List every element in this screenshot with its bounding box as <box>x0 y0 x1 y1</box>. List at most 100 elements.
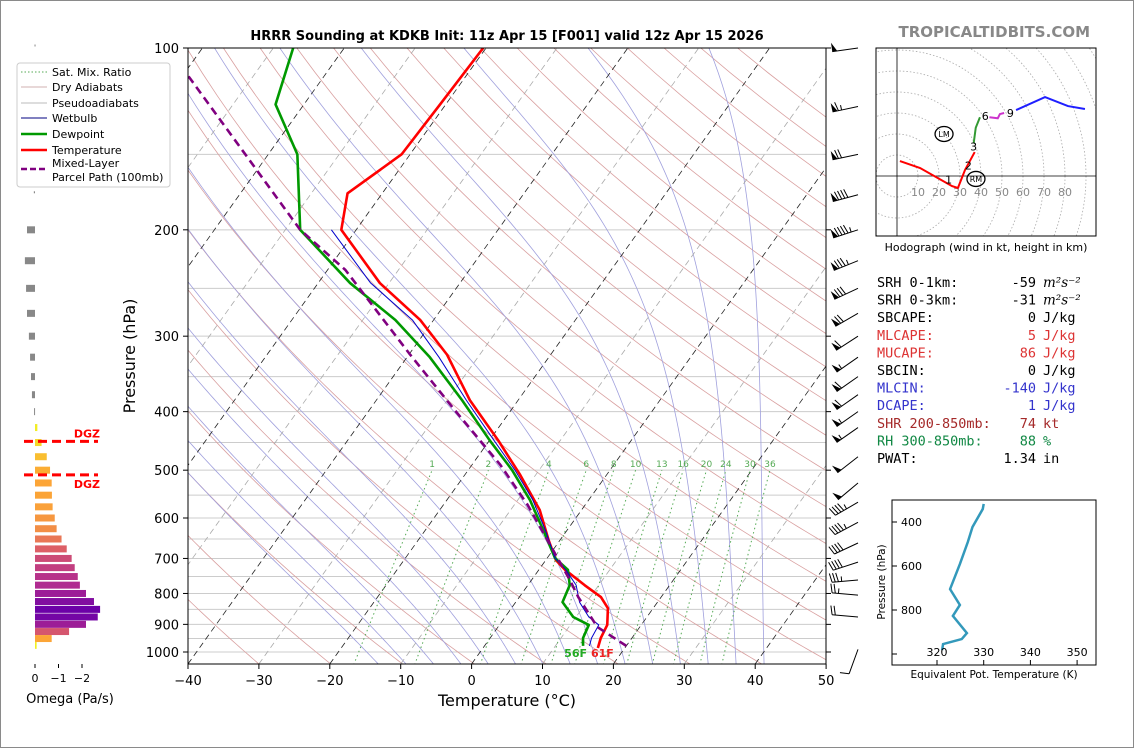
omega-bar <box>35 564 75 572</box>
wind-barb <box>831 335 859 351</box>
isotherm <box>188 48 487 467</box>
wind-barb <box>828 542 859 555</box>
omega-bar <box>35 613 98 621</box>
y-tick-label: 300 <box>154 330 179 345</box>
isotherm <box>188 48 416 367</box>
stat-label: SBCIN: <box>877 363 926 379</box>
omega-bar <box>27 309 35 317</box>
skewt-plot-frame <box>187 47 827 665</box>
wind-barb <box>831 427 859 443</box>
wind-barbs <box>828 42 859 675</box>
stat-unit: m²s⁻² <box>1043 293 1081 309</box>
mixed-layer-parcel-path-mb--line <box>188 74 628 647</box>
hodo-ring-label: 80 <box>1058 186 1072 199</box>
omega-bar <box>35 635 52 643</box>
mixing-ratio-label: 24 <box>720 460 732 470</box>
mixing-ratio-label: 13 <box>656 460 667 470</box>
dry-adiabat <box>188 472 404 664</box>
height-label: 3 <box>970 141 977 154</box>
y-tick-label: 600 <box>154 512 179 527</box>
omega-bar <box>35 479 52 487</box>
y-tick-label: 700 <box>154 552 179 567</box>
chart-title: HRRR Sounding at KDKB Init: 11z Apr 15 [… <box>250 29 763 44</box>
stat-unit: J/kg <box>1043 328 1076 344</box>
x-tick-label: −40 <box>174 674 201 689</box>
pseudoadiabat <box>188 327 489 664</box>
pseudoadiabat <box>279 48 654 664</box>
storm-motion-marker <box>934 125 954 143</box>
pseudoadiabat <box>360 48 681 664</box>
x-tick-label: −20 <box>316 674 343 689</box>
skewt-background-lines: 1 2 4 6 8 10 13 16 20 24 30 36 <box>188 48 826 664</box>
legend: Sat. Mix. Ratio Dry Adiabats Pseudoadiabat… <box>16 62 171 188</box>
mixing-ratio-line <box>479 470 550 664</box>
hodograph-caption: Hodograph (wind in kt, height in km) <box>885 241 1088 254</box>
theta-e-y-tick-label: 800 <box>901 604 922 617</box>
x-tick-label: 30 <box>676 674 693 689</box>
mixing-ratio-line <box>550 470 615 664</box>
x-tick-label: −10 <box>387 674 414 689</box>
hodograph-trace <box>972 116 981 144</box>
wetbulb-line <box>330 229 600 647</box>
theta-e-frame <box>891 499 1097 666</box>
skewt-profiles <box>188 48 628 649</box>
mixing-ratio-label: 4 <box>546 460 552 470</box>
stat-value: 5 <box>1028 328 1036 344</box>
omega-bar <box>35 620 86 628</box>
pseudoadiabat <box>188 368 462 664</box>
mixing-ratio-line <box>651 470 707 664</box>
stat-unit: J/kg <box>1043 363 1076 379</box>
wind-barb <box>831 394 859 411</box>
theta-e-y-label: Pressure (hPa) <box>876 544 888 619</box>
theta-e-x-label: Equivalent Pot. Temperature (K) <box>910 669 1077 681</box>
stat-value: 74 <box>1020 416 1036 432</box>
stat-label: SRH 0-1km: <box>877 275 958 291</box>
stat-label: SRH 0-3km: <box>877 293 958 309</box>
isotherm <box>258 48 700 664</box>
omega-bar <box>35 503 53 511</box>
omega-tick-label: −2 <box>74 672 90 685</box>
stat-value: 1 <box>1028 398 1036 414</box>
stat-label: PWAT: <box>877 451 918 467</box>
isotherm <box>754 564 826 664</box>
stat-value: 88 <box>1020 433 1036 449</box>
wind-barb <box>839 649 859 675</box>
dry-adiabat <box>333 48 826 472</box>
omega-bar <box>35 525 57 533</box>
pseudoadiabat <box>214 48 626 664</box>
mixing-ratio-line <box>414 469 489 664</box>
pseudoadiabat <box>188 92 599 664</box>
mixing-ratio-label: 2 <box>486 460 492 470</box>
x-axis-label: Temperature (°C) <box>437 691 576 710</box>
omega-tick-label: −1 <box>50 672 66 685</box>
omega-bar <box>30 353 35 361</box>
omega-tick-label: 0 <box>32 672 39 685</box>
legend-label: Wetbulb <box>52 112 97 125</box>
surface-temperature-label: 61F <box>591 647 614 660</box>
pseudoadiabat <box>463 48 709 664</box>
stat-value: -59 <box>1012 275 1036 291</box>
dry-adiabat <box>296 48 826 508</box>
stat-unit: kt <box>1043 416 1059 432</box>
pseudoadiabat <box>188 472 379 664</box>
theta-e-y-tick-label: 400 <box>901 516 922 529</box>
stat-value: 0 <box>1028 363 1036 379</box>
stats-panel: SRH 0-1km: -59 m²s⁻² SRH 0-3km: -31 m²s⁻² SBCA… <box>877 275 1081 467</box>
theta-e-line <box>940 503 985 651</box>
stat-unit: J/kg <box>1043 381 1076 397</box>
wind-barb <box>828 521 859 535</box>
omega-bar <box>35 424 38 432</box>
hodograph-panel: 10 20 30 40 50 60 70 80 12 3 6 9 LM RM Hodograph (wind… <box>875 47 1097 254</box>
hodograph-trace <box>899 151 976 190</box>
mixing-ratio-line <box>721 470 771 664</box>
wind-barb <box>831 42 859 53</box>
height-label: 1 <box>945 174 952 187</box>
stat-value: 0 <box>1028 310 1036 326</box>
pseudoadiabat <box>188 228 544 664</box>
height-label: 9 <box>1007 107 1014 120</box>
stat-label: SHR 200-850mb: <box>877 416 991 432</box>
hodo-ring-label: 40 <box>974 186 988 199</box>
x-tick-label: −30 <box>245 674 272 689</box>
hodo-ring-label: 10 <box>911 186 925 199</box>
